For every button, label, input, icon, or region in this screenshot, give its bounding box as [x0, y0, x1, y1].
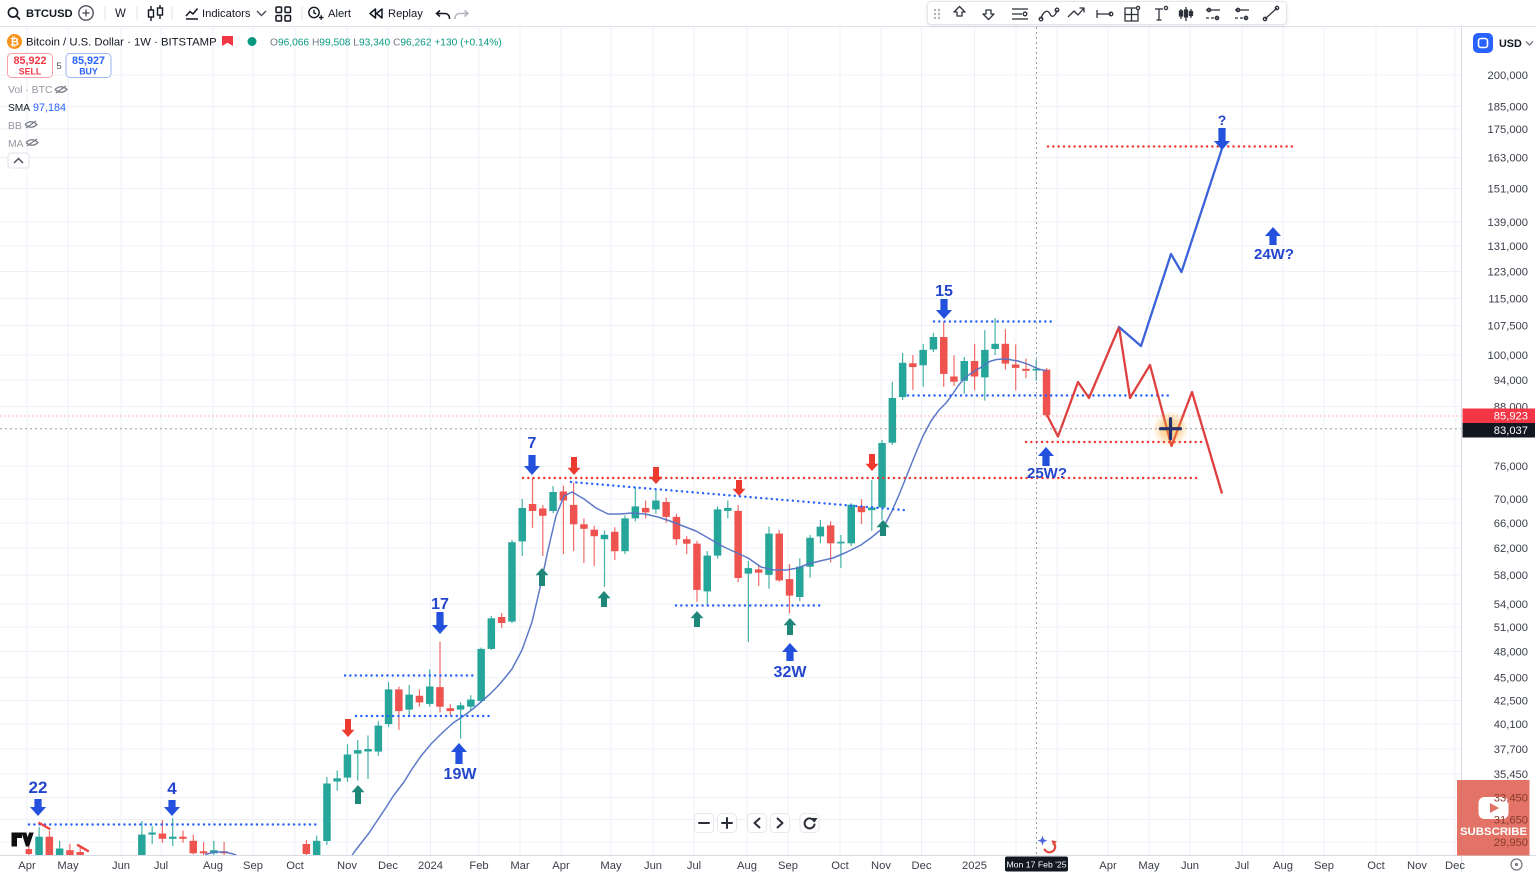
- svg-text:33,450: 33,450: [1494, 792, 1528, 804]
- svg-text:Apr: Apr: [552, 860, 570, 872]
- svg-text:₿: ₿: [10, 37, 19, 49]
- svg-text:15: 15: [935, 283, 953, 300]
- svg-text:Apr: Apr: [1099, 860, 1117, 872]
- svg-text:25W?: 25W?: [1027, 465, 1067, 482]
- svg-text:Alert: Alert: [328, 8, 352, 20]
- svg-text:200,000: 200,000: [1488, 70, 1528, 82]
- svg-text:2025: 2025: [962, 860, 987, 872]
- svg-text:Jun: Jun: [1181, 860, 1199, 872]
- svg-text:Oct: Oct: [1367, 860, 1385, 872]
- svg-text:100,000: 100,000: [1488, 350, 1528, 362]
- svg-text:58,000: 58,000: [1494, 570, 1528, 582]
- svg-text:22: 22: [29, 778, 48, 797]
- svg-text:76,000: 76,000: [1494, 461, 1528, 473]
- svg-text:42,500: 42,500: [1494, 696, 1528, 708]
- svg-text:BUY: BUY: [79, 67, 98, 77]
- svg-text:Dec: Dec: [912, 860, 932, 872]
- svg-text:175,000: 175,000: [1488, 124, 1528, 136]
- svg-text:Jul: Jul: [687, 860, 701, 872]
- svg-text:Apr: Apr: [18, 860, 36, 872]
- svg-text:Mar: Mar: [510, 860, 530, 872]
- svg-text:19W: 19W: [444, 766, 478, 783]
- svg-text:40,100: 40,100: [1494, 719, 1528, 731]
- svg-text:83,037: 83,037: [1494, 425, 1528, 437]
- svg-text:W: W: [115, 8, 126, 20]
- svg-text:Oct: Oct: [286, 860, 304, 872]
- svg-text:Nov: Nov: [337, 860, 357, 872]
- svg-text:4: 4: [167, 779, 177, 798]
- svg-text:May: May: [1138, 860, 1160, 872]
- svg-text:Sep: Sep: [1314, 860, 1334, 872]
- svg-text:7: 7: [528, 435, 537, 452]
- svg-text:Dec: Dec: [378, 860, 398, 872]
- svg-text:94,000: 94,000: [1494, 375, 1528, 387]
- svg-text:45,000: 45,000: [1494, 673, 1528, 685]
- svg-text:85,922: 85,922: [13, 55, 46, 67]
- svg-text:66,000: 66,000: [1494, 518, 1528, 530]
- svg-text:Aug: Aug: [203, 860, 223, 872]
- svg-text:Aug: Aug: [737, 860, 757, 872]
- svg-text:USD: USD: [1499, 38, 1522, 50]
- svg-text:62,000: 62,000: [1494, 543, 1528, 555]
- svg-text:85,923: 85,923: [1494, 411, 1528, 423]
- svg-text:Aug: Aug: [1273, 860, 1293, 872]
- svg-text:70,000: 70,000: [1494, 494, 1528, 506]
- svg-text:151,000: 151,000: [1488, 184, 1528, 196]
- svg-text:May: May: [57, 860, 79, 872]
- svg-text:Mon 17 Feb '25: Mon 17 Feb '25: [1006, 860, 1066, 870]
- svg-text:5: 5: [56, 61, 61, 72]
- svg-text:2024: 2024: [418, 860, 443, 872]
- svg-text:Vol · BTC: Vol · BTC: [8, 85, 53, 96]
- svg-text:Jun: Jun: [112, 860, 130, 872]
- svg-text:Oct: Oct: [831, 860, 849, 872]
- svg-text:54,000: 54,000: [1494, 599, 1528, 611]
- svg-text:48,000: 48,000: [1494, 646, 1528, 658]
- svg-text:139,000: 139,000: [1488, 217, 1528, 229]
- svg-text:Bitcoin / U.S. Dollar · 1W · B: Bitcoin / U.S. Dollar · 1W · BITSTAMP: [26, 37, 217, 49]
- svg-text:185,000: 185,000: [1488, 102, 1528, 114]
- svg-text:Replay: Replay: [388, 8, 423, 20]
- svg-text:31,650: 31,650: [1494, 815, 1528, 827]
- svg-text:Sep: Sep: [778, 860, 798, 872]
- svg-text:107,500: 107,500: [1488, 321, 1528, 333]
- svg-text:Jul: Jul: [154, 860, 168, 872]
- svg-text:85,927: 85,927: [72, 55, 105, 67]
- svg-text:Jun: Jun: [644, 860, 662, 872]
- svg-text:51,000: 51,000: [1494, 622, 1528, 634]
- svg-text:Indicators: Indicators: [202, 8, 251, 20]
- svg-text:Nov: Nov: [1407, 860, 1427, 872]
- svg-text:Feb: Feb: [469, 860, 488, 872]
- svg-text:BB: BB: [8, 121, 22, 132]
- svg-text:?: ?: [1218, 112, 1227, 128]
- svg-text:Dec: Dec: [1445, 860, 1465, 872]
- svg-text:Sep: Sep: [243, 860, 263, 872]
- svg-text:131,000: 131,000: [1488, 241, 1528, 253]
- svg-text:29,950: 29,950: [1494, 837, 1528, 849]
- svg-text:37,700: 37,700: [1494, 744, 1528, 756]
- svg-text:17: 17: [431, 596, 449, 613]
- svg-text:SELL: SELL: [19, 67, 42, 77]
- svg-text:BTCUSD: BTCUSD: [26, 8, 73, 20]
- svg-text:35,450: 35,450: [1494, 769, 1528, 781]
- svg-text:O96,066 H99,508 L93,340 C96,26: O96,066 H99,508 L93,340 C96,262 +130 (+0…: [270, 38, 502, 49]
- svg-text:32W: 32W: [774, 664, 808, 681]
- svg-text:SMA: SMA: [8, 103, 30, 114]
- svg-text:May: May: [600, 860, 622, 872]
- svg-text:163,000: 163,000: [1488, 153, 1528, 165]
- svg-text:97,184: 97,184: [33, 102, 66, 114]
- svg-text:24W?: 24W?: [1254, 246, 1294, 263]
- svg-text:Jul: Jul: [1235, 860, 1249, 872]
- svg-text:123,000: 123,000: [1488, 266, 1528, 278]
- svg-text:115,000: 115,000: [1488, 294, 1528, 306]
- svg-text:MA: MA: [8, 139, 24, 150]
- svg-text:Nov: Nov: [871, 860, 891, 872]
